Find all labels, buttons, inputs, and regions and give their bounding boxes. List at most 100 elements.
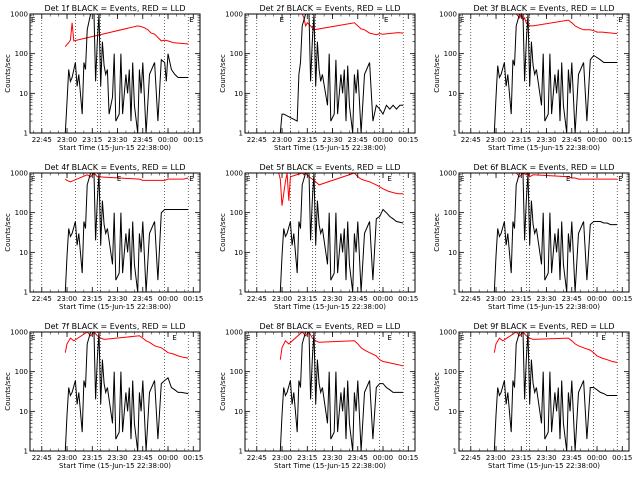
y-tick-label: 100 (230, 50, 243, 58)
panel-title: Det 9f BLACK = Events, RED = LLD (473, 322, 614, 331)
event-marker-label: E (117, 175, 121, 183)
x-tick-label: 23:45 (562, 295, 582, 303)
panel-det-6f: Det 6f BLACK = Events, RED = LLD 1 10 100 10… (433, 163, 632, 311)
event-marker-label: E (460, 175, 464, 183)
y-tick-label: 10 (234, 408, 243, 416)
event-marker-label: E (31, 16, 35, 24)
event-marker-label: E (31, 175, 35, 183)
lld-series-line (64, 22, 189, 48)
x-tick-label: 22:45 (247, 295, 267, 303)
y-axis-label: Counts/sec (433, 213, 441, 252)
x-tick-label: 23:30 (536, 295, 556, 303)
y-tick-label: 100 (444, 209, 457, 217)
panel-title: Det 4f BLACK = Events, RED = LLD (44, 163, 185, 172)
x-tick-label: 22:45 (247, 454, 267, 462)
axes-frame (244, 172, 416, 293)
events-series-line (279, 172, 404, 293)
y-axis-label: Counts/sec (219, 372, 227, 411)
x-axis-label: Start Time (15-Jun-15 22:38:00) (59, 144, 171, 152)
events-series-line (279, 331, 404, 452)
y-axis-label: Counts/sec (4, 213, 12, 252)
x-tick-label: 23:00 (486, 295, 506, 303)
y-tick-label: 100 (15, 209, 28, 217)
x-tick-label: 23:15 (511, 454, 531, 462)
y-tick-label: 10 (19, 408, 28, 416)
y-tick-label: 1 (453, 448, 457, 456)
event-marker-label: E (618, 16, 622, 24)
x-tick-label: 23:30 (107, 295, 127, 303)
events-series-line (64, 331, 189, 452)
event-marker-label: E (618, 175, 622, 183)
x-tick-label: 23:45 (562, 136, 582, 144)
y-tick-label: 100 (15, 50, 28, 58)
y-tick-label: 1000 (439, 329, 457, 337)
y-tick-label: 1000 (225, 329, 243, 337)
x-tick-label: 00:00 (158, 454, 178, 462)
x-tick-label: 23:15 (82, 295, 102, 303)
x-tick-label: 23:00 (57, 454, 77, 462)
x-tick-label: 23:45 (562, 454, 582, 462)
lld-series-line (64, 331, 189, 359)
x-axis-label: Start Time (15-Jun-15 22:38:00) (274, 303, 386, 311)
y-axis-label: Counts/sec (433, 372, 441, 411)
x-tick-label: 23:00 (486, 454, 506, 462)
event-marker-label: E (460, 16, 464, 24)
y-tick-label: 1000 (439, 11, 457, 19)
x-tick-label: 23:15 (82, 136, 102, 144)
x-tick-label: 23:30 (322, 295, 342, 303)
y-tick-label: 100 (444, 50, 457, 58)
axes-frame (458, 13, 630, 134)
x-axis-label: Start Time (15-Jun-15 22:38:00) (488, 462, 600, 470)
panel-det-4f: Det 4f BLACK = Events, RED = LLD 1 10 100 10… (4, 163, 203, 311)
y-tick-label: 1000 (10, 11, 28, 19)
x-tick-label: 00:15 (398, 295, 418, 303)
x-tick-label: 23:00 (272, 136, 292, 144)
y-tick-label: 1 (24, 130, 28, 138)
panel-title: Det 3f BLACK = Events, RED = LLD (473, 4, 614, 13)
x-tick-label: 00:00 (373, 136, 393, 144)
panel-det-1f: Det 1f BLACK = Events, RED = LLD 1 10 100 10… (4, 4, 203, 152)
x-tick-label: 00:15 (612, 136, 632, 144)
y-tick-label: 1000 (10, 170, 28, 178)
x-tick-label: 23:45 (348, 454, 368, 462)
x-tick-label: 00:00 (587, 136, 607, 144)
x-tick-label: 23:15 (297, 454, 317, 462)
x-tick-label: 23:30 (322, 136, 342, 144)
y-tick-label: 1000 (10, 329, 28, 337)
x-tick-label: 23:15 (511, 136, 531, 144)
x-axis-label: Start Time (15-Jun-15 22:38:00) (488, 144, 600, 152)
event-marker-label: E (387, 175, 391, 183)
y-tick-label: 1 (453, 130, 457, 138)
axes-frame (29, 13, 201, 134)
x-tick-label: 00:00 (587, 295, 607, 303)
y-tick-label: 100 (15, 368, 28, 376)
x-tick-label: 23:00 (272, 295, 292, 303)
y-axis-label: Counts/sec (433, 54, 441, 93)
event-marker-label: E (189, 175, 193, 183)
y-tick-label: 1 (239, 448, 243, 456)
x-tick-label: 23:15 (82, 454, 102, 462)
y-tick-label: 1 (239, 130, 243, 138)
x-tick-label: 00:15 (398, 454, 418, 462)
x-tick-label: 22:45 (32, 136, 52, 144)
x-tick-label: 00:00 (587, 454, 607, 462)
x-axis-label: Start Time (15-Jun-15 22:38:00) (488, 303, 600, 311)
panel-det-2f: Det 2f BLACK = Events, RED = LLD 1 10 100 10… (219, 4, 418, 152)
y-tick-label: 10 (448, 90, 457, 98)
x-tick-label: 23:00 (486, 136, 506, 144)
x-tick-label: 23:45 (133, 295, 153, 303)
x-tick-label: 00:15 (183, 136, 203, 144)
x-tick-label: 00:15 (612, 454, 632, 462)
events-series-line (493, 331, 618, 452)
events-series-line (493, 172, 618, 293)
panel-title: Det 2f BLACK = Events, RED = LLD (259, 4, 400, 13)
x-tick-label: 23:30 (107, 136, 127, 144)
panel-det-5f: Det 5f BLACK = Events, RED = LLD 1 10 100 10… (219, 163, 418, 311)
lld-series-line (515, 12, 618, 35)
x-tick-label: 23:15 (297, 295, 317, 303)
y-axis-label: Counts/sec (219, 54, 227, 93)
event-marker-label: E (387, 334, 391, 342)
axes-frame (29, 331, 201, 452)
lld-series-line (493, 331, 618, 363)
x-axis-label: Start Time (15-Jun-15 22:38:00) (274, 144, 386, 152)
